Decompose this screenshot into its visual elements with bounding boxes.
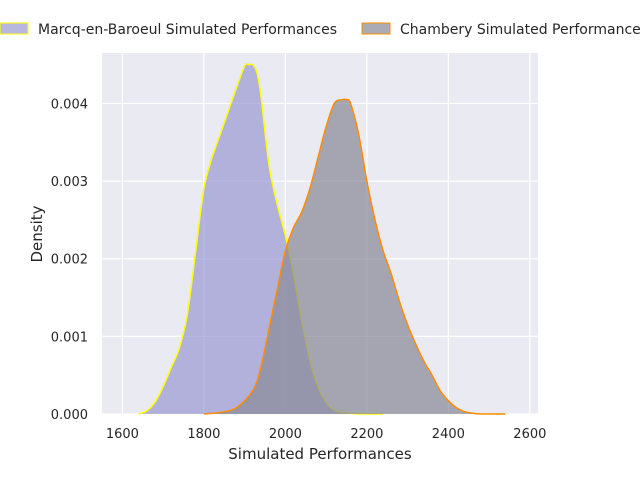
y-tick-label: 0.004 [51,97,88,112]
series-1-line [203,98,506,415]
series-0-area [138,64,384,415]
y-tick-label: 0.000 [51,408,88,423]
x-tick-label: 2600 [513,427,546,442]
y-tick-label: 0.001 [51,330,88,345]
x-axis-label: Simulated Performances [228,445,412,463]
x-tick-label: 2000 [269,427,302,442]
x-tick-label: 2400 [432,427,465,442]
x-tick-label: 1600 [106,427,139,442]
legend-swatch [0,22,29,35]
y-axis-label: Density [28,205,46,262]
legend: Marcq-en-Baroeul Simulated Performances C… [0,22,640,38]
x-tick-label: 1800 [187,427,220,442]
y-tick-label: 0.003 [51,175,88,190]
x-tick-label: 2200 [350,427,383,442]
legend-swatch [361,22,391,35]
legend-label: Chambery Simulated Performances [400,22,640,38]
series-1-area [203,99,506,415]
x-axis-ticks: 1600 1800 2000 2200 2400 2600 [106,427,547,442]
series-layer [138,63,506,415]
y-tick-label: 0.002 [51,253,88,268]
y-axis-ticks: 0.000 0.001 0.002 0.003 0.004 [51,97,88,423]
legend-label: Marcq-en-Baroeul Simulated Performances [38,22,337,38]
